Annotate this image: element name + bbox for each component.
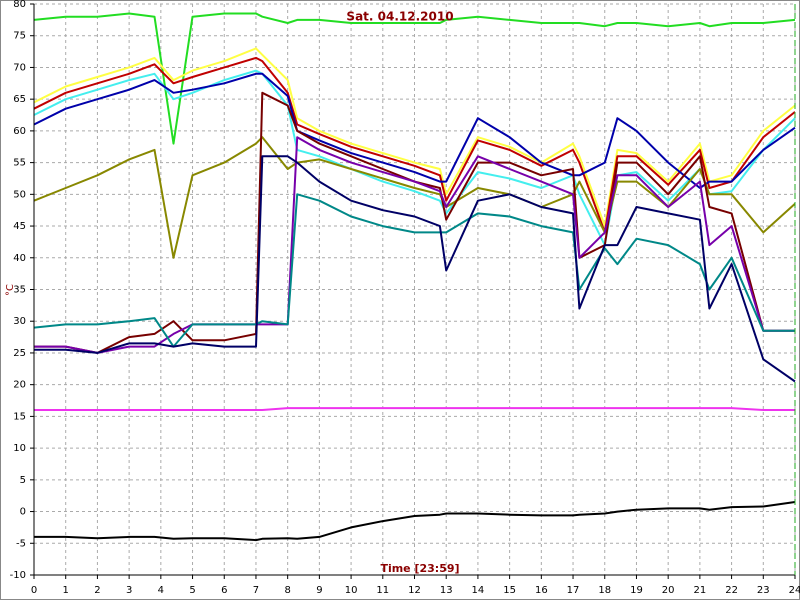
series-line — [34, 501, 796, 542]
y-tick-label: 0 — [20, 507, 26, 518]
x-tick-label: 23 — [757, 585, 770, 596]
x-tick-label: 4 — [158, 585, 164, 596]
series-line — [33, 193, 795, 348]
x-tick-label: 15 — [503, 585, 516, 596]
x-tick-label: 11 — [376, 585, 389, 596]
y-tick-label: 40 — [13, 253, 26, 264]
y-tick-label: 35 — [13, 285, 26, 296]
x-tick-label: 20 — [662, 585, 675, 596]
y-tick-label: 5 — [20, 475, 26, 486]
y-tick-label: 55 — [13, 158, 26, 169]
x-tick-label: 17 — [567, 585, 580, 596]
x-axis-label: Time [23:59] — [380, 562, 459, 575]
x-tick-label: 24 — [789, 585, 800, 596]
x-tick-label: 13 — [440, 585, 453, 596]
y-tick-label: -5 — [16, 538, 26, 549]
y-tick-label: -10 — [10, 570, 26, 581]
y-tick-label: 20 — [13, 380, 26, 391]
x-tick-label: 6 — [221, 585, 227, 596]
x-tick-label: 22 — [725, 585, 738, 596]
x-tick-label: 9 — [316, 585, 322, 596]
series-line — [33, 56, 796, 234]
y-tick-label: 70 — [13, 62, 26, 73]
series-line — [34, 155, 796, 383]
series-line — [33, 47, 796, 228]
x-tick-label: 18 — [598, 585, 611, 596]
series-line — [33, 69, 796, 247]
series-line — [33, 72, 796, 189]
y-tick-label: 10 — [13, 443, 26, 454]
x-tick-label: 0 — [31, 585, 37, 596]
x-tick-label: 2 — [94, 585, 100, 596]
x-tick-label: 14 — [472, 585, 485, 596]
y-tick-label: 25 — [13, 348, 26, 359]
series-line — [34, 136, 795, 354]
x-tick-label: 8 — [284, 585, 290, 596]
series-line — [33, 12, 796, 145]
series-line — [34, 91, 795, 354]
y-tick-label: 60 — [13, 126, 26, 137]
y-tick-label: 65 — [13, 94, 26, 105]
y-tick-label: 45 — [13, 221, 26, 232]
chart-title: Sat. 04.12.2010 — [346, 10, 453, 24]
y-tick-label: 80 — [13, 0, 26, 10]
x-tick-label: 21 — [694, 585, 707, 596]
y-axis-label: °C — [5, 284, 16, 296]
x-tick-label: 19 — [630, 585, 643, 596]
x-tick-label: 7 — [253, 585, 259, 596]
y-tick-label: 30 — [13, 316, 26, 327]
x-tick-label: 1 — [63, 585, 69, 596]
x-tick-label: 3 — [126, 585, 132, 596]
x-tick-label: 5 — [189, 585, 195, 596]
x-tick-label: 16 — [535, 585, 548, 596]
lines — [33, 12, 796, 542]
grid — [30, 3, 796, 579]
y-tick-label: 50 — [13, 189, 26, 200]
y-tick-label: 15 — [13, 411, 26, 422]
x-tick-label: 12 — [408, 585, 421, 596]
series-line — [34, 407, 795, 411]
x-tick-label: 10 — [345, 585, 358, 596]
y-tick-label: 75 — [13, 31, 26, 42]
